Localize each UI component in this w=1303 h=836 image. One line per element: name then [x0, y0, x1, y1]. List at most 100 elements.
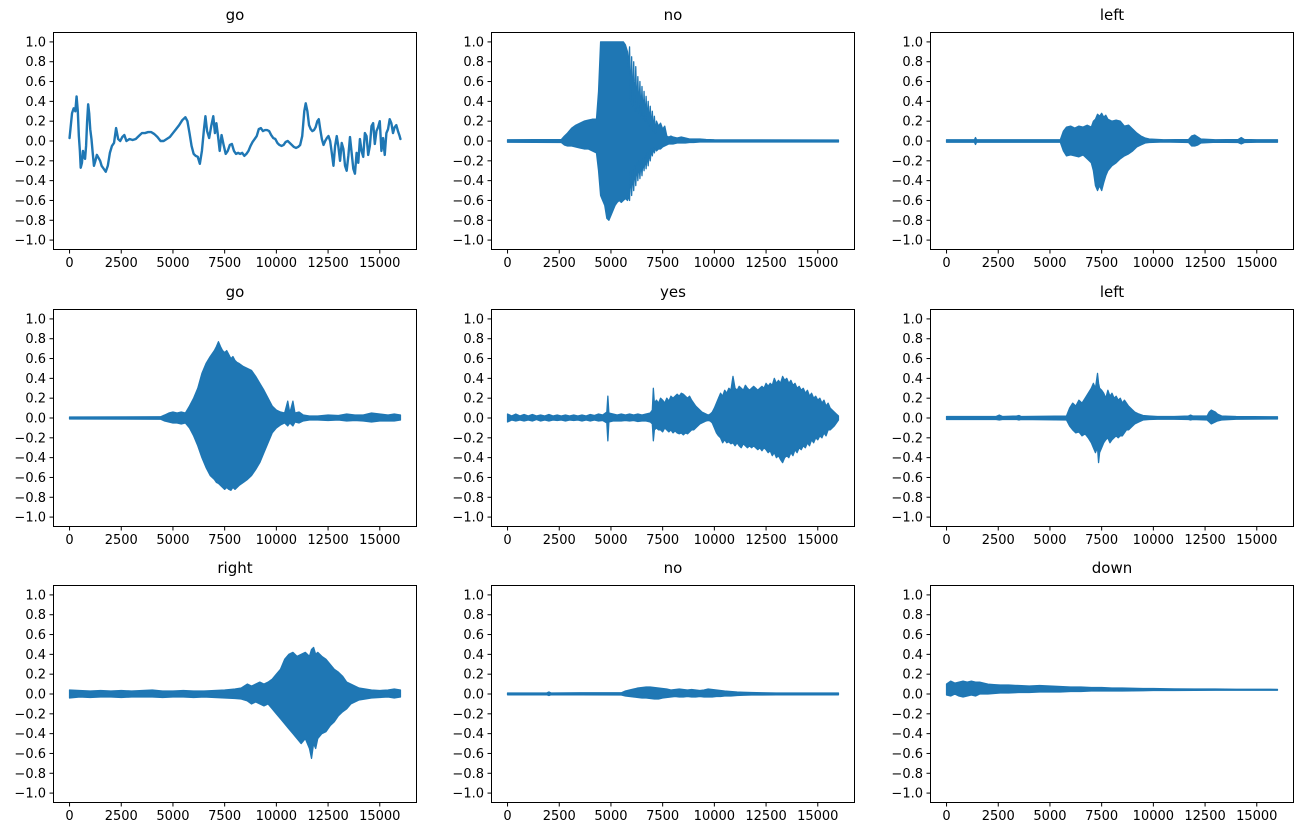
y-tick-label: −1.0 [14, 511, 46, 526]
waveform-plot-area: 0 2500 5000 7500 10000 12500 15000 1.0 0.8 0.6 0.4… [14, 32, 417, 271]
y-tick-label: 0.4 [902, 648, 923, 663]
subplot-title: no [663, 6, 683, 24]
x-tick-label: 7500 [646, 809, 679, 824]
x-axis-ticks: 0 2500 5000 7500 10000 12500 15000 [503, 527, 838, 548]
subplot-title: left [1099, 6, 1125, 24]
x-tick-label: 15000 [797, 533, 838, 548]
y-tick-label: −0.2 [14, 154, 46, 169]
subplot-right: right 0 2500 5000 7500 10000 12500 15000 1.0 0.8… [0, 557, 434, 829]
x-tick-label: 15000 [359, 256, 400, 271]
x-tick-label: 2500 [543, 256, 576, 271]
y-tick-label: −0.6 [452, 471, 484, 486]
y-axis-ticks: 1.0 0.8 0.6 0.4 0.2 0.0 −0.2 −0.4 −0.6 −0.8 −1.0 [14, 312, 53, 526]
y-tick-label: 0.6 [463, 352, 484, 367]
y-tick-label: −0.4 [14, 727, 46, 742]
y-tick-label: 0.2 [463, 115, 484, 130]
y-tick-label: 1.0 [463, 312, 484, 327]
waveform-plot-area: 0 2500 5000 7500 10000 12500 15000 1.0 0.8 0.6 0.4… [14, 585, 417, 824]
axes-spines [491, 585, 855, 803]
y-tick-label: 0.2 [25, 115, 46, 130]
x-tick-label: 7500 [646, 533, 679, 548]
y-tick-label: 0.6 [902, 628, 923, 643]
y-tick-label: −0.6 [452, 747, 484, 762]
subplot-title: go [225, 6, 245, 24]
y-tick-label: 0.0 [25, 412, 46, 427]
axes-spines [491, 309, 855, 527]
y-tick-label: −0.2 [891, 431, 923, 446]
y-tick-label: −0.4 [14, 451, 46, 466]
x-tick-label: 10000 [256, 533, 297, 548]
y-tick-label: −0.8 [452, 767, 484, 782]
x-tick-label: 15000 [1236, 256, 1277, 271]
subplot-go-2: go 0 2500 5000 7500 10000 12500 15000 1.0 0.8 0.6… [0, 281, 434, 553]
x-tick-label: 5000 [156, 533, 189, 548]
x-tick-label: 5000 [1033, 809, 1066, 824]
y-axis-ticks: 1.0 0.8 0.6 0.4 0.2 0.0 −0.2 −0.4 −0.6 −0.8 −1.0 [452, 312, 491, 526]
y-tick-label: 1.0 [902, 35, 923, 50]
y-tick-label: 1.0 [25, 312, 46, 327]
x-tick-label: 10000 [256, 809, 297, 824]
y-tick-label: −1.0 [891, 234, 923, 249]
y-tick-label: 0.4 [902, 95, 923, 110]
subplot-left-2: left 0 2500 5000 7500 10000 12500 15000 1.0 0.8 0… [877, 281, 1303, 553]
y-tick-label: 0.8 [463, 332, 484, 347]
y-tick-label: 0.6 [902, 75, 923, 90]
waveform-plot-area: 0 2500 5000 7500 10000 12500 15000 1.0 0.8 0.6 0.4… [452, 32, 855, 271]
y-tick-label: −1.0 [14, 234, 46, 249]
y-tick-label: −0.4 [452, 174, 484, 189]
y-tick-label: 0.6 [463, 75, 484, 90]
x-tick-label: 0 [503, 533, 511, 548]
x-tick-label: 2500 [543, 533, 576, 548]
y-tick-label: 0.8 [25, 55, 46, 70]
x-tick-label: 0 [65, 256, 73, 271]
x-tick-label: 7500 [208, 256, 241, 271]
axes-spines [53, 309, 417, 527]
y-tick-label: −0.6 [14, 194, 46, 209]
y-tick-label: 1.0 [902, 312, 923, 327]
y-tick-label: 0.6 [25, 75, 46, 90]
waveform-envelope [506, 686, 840, 700]
y-tick-label: 0.2 [463, 668, 484, 683]
y-tick-label: −0.8 [891, 214, 923, 229]
axes-spines [53, 32, 417, 250]
x-tick-label: 15000 [1236, 809, 1277, 824]
x-tick-label: 15000 [359, 533, 400, 548]
x-tick-label: 5000 [1033, 256, 1066, 271]
x-tick-label: 15000 [797, 809, 838, 824]
y-tick-label: −0.6 [891, 471, 923, 486]
x-tick-label: 0 [65, 809, 73, 824]
y-tick-label: −0.2 [891, 154, 923, 169]
x-tick-label: 0 [942, 809, 950, 824]
waveform-plot-area: 0 2500 5000 7500 10000 12500 15000 1.0 0.8 0.6 0.4… [14, 309, 417, 548]
y-tick-label: 0.2 [25, 392, 46, 407]
x-tick-label: 2500 [543, 809, 576, 824]
y-tick-label: −1.0 [452, 234, 484, 249]
x-tick-label: 7500 [1085, 533, 1118, 548]
waveform-envelope [945, 680, 1279, 698]
y-tick-label: 1.0 [902, 588, 923, 603]
y-tick-label: 1.0 [463, 35, 484, 50]
x-axis-ticks: 0 2500 5000 7500 10000 12500 15000 [503, 250, 838, 271]
x-tick-label: 15000 [797, 256, 838, 271]
y-tick-label: 1.0 [25, 35, 46, 50]
y-tick-label: 0.4 [463, 95, 484, 110]
y-tick-label: −0.6 [891, 747, 923, 762]
x-tick-label: 5000 [156, 809, 189, 824]
y-tick-label: 0.8 [902, 55, 923, 70]
y-tick-label: 0.8 [463, 608, 484, 623]
waveform-envelope [68, 646, 402, 760]
subplot-title: right [217, 559, 253, 577]
y-tick-label: 0.2 [902, 668, 923, 683]
y-tick-label: −0.8 [891, 767, 923, 782]
x-tick-label: 7500 [1085, 809, 1118, 824]
y-tick-label: 0.2 [902, 115, 923, 130]
x-axis-ticks: 0 2500 5000 7500 10000 12500 15000 [942, 250, 1277, 271]
y-tick-label: −0.6 [452, 194, 484, 209]
x-tick-label: 0 [942, 533, 950, 548]
waveform-envelope [945, 112, 1279, 192]
y-tick-label: 0.2 [902, 392, 923, 407]
y-tick-label: −0.2 [452, 431, 484, 446]
x-tick-label: 2500 [982, 533, 1015, 548]
subplot-no-1: no 0 2500 5000 7500 10000 12500 15000 1.0 0.8 0.6… [438, 4, 872, 276]
y-tick-label: 0.8 [25, 608, 46, 623]
